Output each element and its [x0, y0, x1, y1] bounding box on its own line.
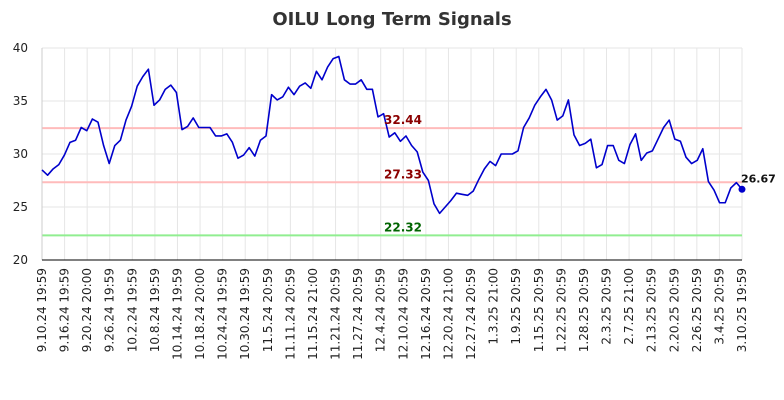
x-tick-label: 10.24.24 19:59: [216, 268, 230, 360]
x-tick-label: 3.10.25 19:59: [735, 268, 749, 352]
signal-levels: [42, 127, 742, 237]
x-tick-label: 1.15.25 20:59: [532, 268, 546, 352]
last-value-label: 26.67: [741, 172, 776, 185]
x-tick-label: 10.2.24 19:59: [125, 268, 139, 352]
x-tick-label: 2.7.25 21:00: [622, 268, 636, 345]
x-tick-label: 11.27.24 20:59: [351, 268, 365, 360]
x-tick-label: 10.14.24 19:59: [170, 268, 184, 360]
signal-level-label: 32.44: [384, 113, 422, 127]
x-tick-label: 1.3.25 21:00: [487, 268, 501, 345]
x-tick-label: 10.30.24 19:59: [238, 268, 252, 360]
signal-level-label: 27.33: [384, 167, 422, 181]
label-layer: 32.44 27.33 22.32 26.67: [384, 113, 776, 234]
x-tick-label: 11.21.24 20:59: [329, 268, 343, 360]
y-tick-label: 35: [13, 94, 28, 108]
x-tick-label: 11.11.24 20:59: [283, 268, 297, 360]
x-tick-label: 9.26.24 19:59: [103, 268, 117, 352]
x-tick-label: 2.3.25 20:59: [600, 268, 614, 345]
x-tick-label: 12.4.24 20:59: [374, 268, 388, 352]
last-point-marker: [738, 185, 746, 193]
y-tick-label: 30: [13, 147, 28, 161]
chart-title: OILU Long Term Signals: [272, 9, 511, 30]
x-tick-label: 9.20.24 20:00: [80, 268, 94, 352]
x-tick-label: 12.20.24 21:00: [441, 268, 455, 360]
axes: 20 25 30 35 40 9.10.24 19:59 9.16.24 19:59 9.20…: [13, 41, 749, 360]
x-tick-label: 1.22.25 20:59: [554, 268, 568, 352]
x-tick-label: 9.10.24 19:59: [35, 268, 49, 352]
x-tick-label: 11.5.24 20:59: [261, 268, 275, 352]
x-tick-label: 1.9.25 20:59: [509, 268, 523, 345]
x-tick-label: 9.16.24 19:59: [58, 268, 72, 352]
price-line: [41, 55, 743, 215]
x-tick-label: 1.28.25 20:59: [577, 268, 591, 352]
x-tick-label: 2.20.25 20:59: [667, 268, 681, 352]
x-tick-label: 2.26.25 20:59: [690, 268, 704, 352]
x-tick-label: 12.27.24 20:59: [464, 268, 478, 360]
x-tick-label: 10.8.24 19:59: [148, 268, 162, 352]
x-tick-label: 10.18.24 20:00: [193, 268, 207, 360]
series-layer: [41, 55, 746, 215]
y-tick-label: 20: [13, 253, 28, 267]
x-tick-label: 11.15.24 21:00: [306, 268, 320, 360]
x-tick-label: 2.13.25 20:59: [645, 268, 659, 352]
x-tick-label: 12.10.24 20:59: [396, 268, 410, 360]
signal-level-label: 22.32: [384, 220, 422, 234]
y-tick-label: 25: [13, 200, 28, 214]
x-tick-label: 12.16.24 20:59: [419, 268, 433, 360]
x-tick-label: 3.4.25 20:59: [712, 268, 726, 345]
y-tick-label: 40: [13, 41, 28, 55]
